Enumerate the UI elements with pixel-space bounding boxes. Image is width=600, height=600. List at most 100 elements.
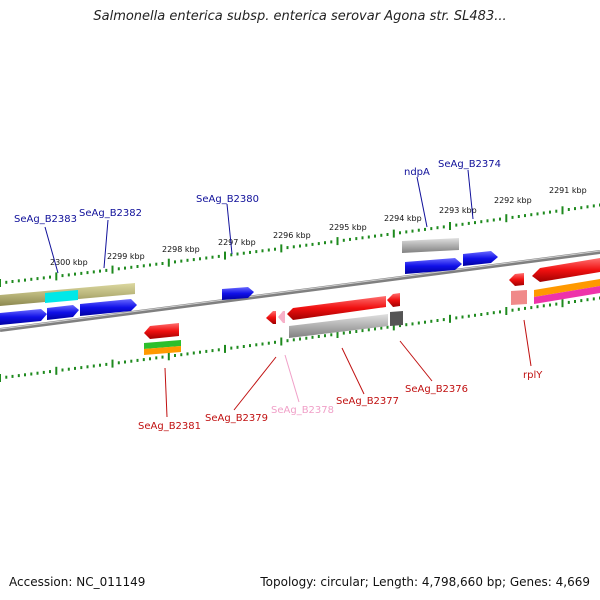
ruler-tick (180, 259, 183, 263)
gene-label: ndpA (404, 167, 430, 178)
leader-line (164, 367, 168, 418)
ruler-tick (205, 256, 208, 260)
cds-arrow-red (387, 293, 400, 307)
ruler-tick (286, 339, 289, 343)
cds-arrow-blue (222, 287, 254, 300)
ruler-tick (586, 205, 589, 209)
ruler-tick (574, 207, 576, 211)
cds-arrow-magenta (534, 286, 600, 304)
ruler-tick (224, 251, 226, 260)
gene-label: rplY (523, 370, 543, 381)
ruler-tick (486, 219, 489, 223)
ruler-tick (17, 279, 20, 283)
ruler-tick (530, 306, 533, 310)
ruler-tick (542, 211, 545, 215)
ruler-tick (567, 300, 570, 304)
ruler-tick (442, 225, 445, 229)
cds-arrow-blue (47, 305, 79, 320)
ruler-tick (511, 215, 514, 219)
gene-label: SeAg_B2378 (271, 405, 334, 416)
gene-label: SeAg_B2381 (138, 421, 201, 432)
leader-line (284, 354, 300, 403)
ruler-tick (336, 237, 339, 246)
ruler-tick (0, 279, 1, 287)
ruler-tick (580, 299, 583, 303)
misc-feature-cyan (45, 290, 78, 303)
ruler-tick (361, 236, 364, 240)
ruler-tick (117, 267, 120, 271)
ruler-tick (324, 334, 326, 338)
ruler-tick (67, 273, 70, 277)
ruler-tick (536, 305, 539, 309)
ruler-tick (361, 329, 364, 333)
ruler-tick (549, 303, 551, 307)
accession-text: Accession: NC_011149 (9, 575, 146, 589)
ruler-tick (530, 213, 533, 217)
ruler-tick (280, 244, 283, 253)
cds-arrow-red (144, 323, 179, 339)
ruler-label-2296: 2296 kbp (273, 231, 311, 240)
ruler-tick (474, 313, 476, 317)
leader-line (467, 169, 474, 220)
ruler-tick (274, 340, 276, 344)
ruler-tick (111, 265, 114, 274)
ruler-tick (105, 268, 108, 272)
ruler-tick (436, 226, 439, 230)
ruler-tick (105, 362, 108, 366)
ruler-tick (580, 206, 583, 210)
ruler-tick (480, 220, 483, 224)
ruler-tick (524, 306, 526, 310)
ruler-tick (555, 209, 558, 213)
ruler-tick (149, 357, 151, 361)
ruler-tick (505, 214, 508, 223)
ruler-tick (436, 319, 439, 322)
ruler-tick (261, 249, 264, 253)
leader-line (44, 226, 59, 274)
ruler-tick (211, 349, 214, 353)
ruler-tick (0, 374, 1, 382)
ruler-tick (267, 248, 270, 252)
ruler-tick (130, 359, 133, 363)
gene-label: SeAg_B2382 (79, 208, 142, 219)
leader-line (226, 203, 233, 255)
ruler-tick (449, 222, 451, 230)
ruler-tick (49, 370, 51, 374)
ruler-tick (461, 315, 464, 319)
gene-label: SeAg_B2379 (205, 413, 268, 424)
ruler-tick (492, 218, 495, 222)
misc-feature-pseudo-top (402, 238, 459, 253)
ruler-tick (236, 345, 239, 349)
ruler-tick (249, 250, 251, 254)
backbone-highlight (0, 250, 600, 330)
forward-cds-track (0, 251, 498, 325)
ruler-tick (30, 277, 33, 281)
ruler-tick (11, 280, 14, 283)
ruler-tick (480, 313, 483, 316)
ruler-tick (455, 223, 458, 227)
ruler-tick (336, 330, 339, 338)
ruler-tick (330, 240, 333, 244)
ruler-tick (499, 310, 501, 314)
ruler-labels: 2300 kbp 2299 kbp 2298 kbp 2297 kbp 2296… (50, 186, 587, 267)
leader-line (416, 176, 428, 228)
gene-label: SeAg_B2380 (196, 194, 259, 205)
ruler-tick (274, 247, 276, 251)
gene-labels: SeAg_B2383 SeAg_B2382 SeAg_B2380 ndpA Se… (14, 159, 543, 432)
cds-arrow-blue (0, 309, 47, 325)
ruler-tick (430, 227, 433, 231)
ruler-tick (49, 275, 51, 279)
ruler-tick (399, 231, 401, 235)
ruler-tick (36, 371, 39, 375)
ruler-tick (330, 333, 333, 337)
ruler-tick (286, 246, 289, 250)
cds-arrow-red (509, 273, 524, 286)
gene-label: SeAg_B2383 (14, 214, 77, 225)
ruler-tick (211, 255, 214, 259)
gene-label: SeAg_B2376 (405, 384, 468, 395)
reverse-cds-track (144, 258, 600, 355)
ruler-tick (386, 325, 389, 329)
ruler-tick (342, 331, 345, 335)
ruler-tick (130, 265, 133, 269)
ruler-tick (142, 264, 145, 268)
